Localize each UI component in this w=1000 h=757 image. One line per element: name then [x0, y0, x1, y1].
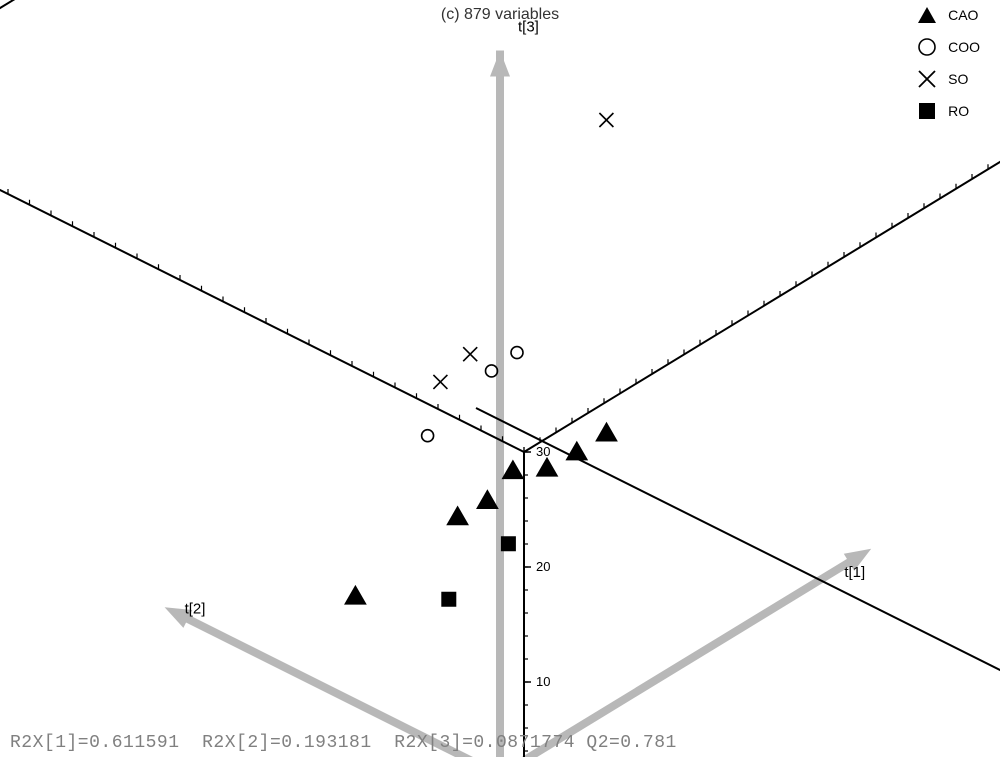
svg-text:30: 30	[536, 444, 550, 459]
svg-text:t[3]: t[3]	[518, 19, 539, 36]
svg-text:20: 20	[536, 559, 550, 574]
stats-footer: R2X[1]=0.611591 R2X[2]=0.193181 R2X[3]=0…	[10, 733, 677, 753]
svg-text:t[1]: t[1]	[844, 564, 865, 581]
svg-text:80: 80	[0, 0, 8, 3]
svg-text:t[2]: t[2]	[185, 600, 206, 617]
scatter-3d-plot: -30-20-100102030-30-20-100102030-40-30-2…	[0, 0, 1000, 757]
svg-text:10: 10	[536, 674, 550, 689]
